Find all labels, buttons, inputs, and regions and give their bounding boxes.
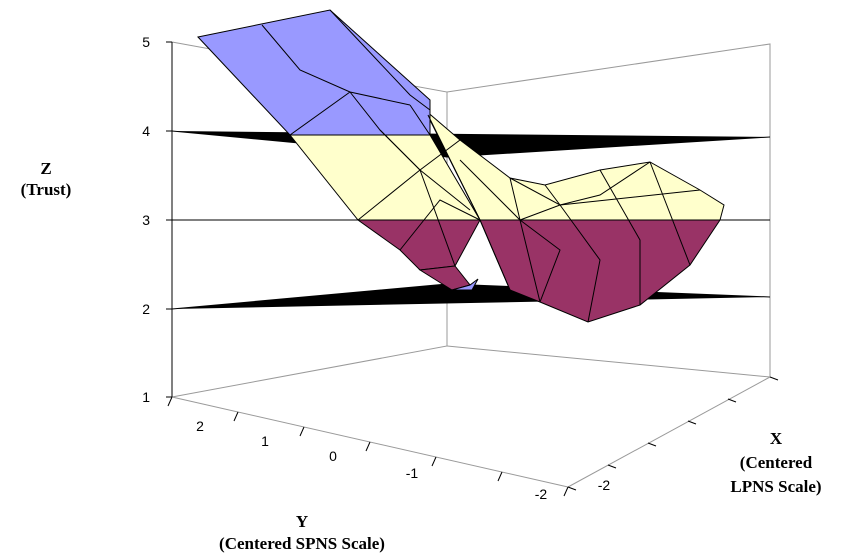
z-axis-ticks (166, 41, 172, 398)
y-tick-label: 2 (196, 418, 204, 434)
surface-patch (479, 219, 721, 323)
z-axis-title: (Trust) (21, 180, 72, 199)
z-tick-label: 3 (142, 212, 150, 228)
x-tick-label: -2 (598, 477, 611, 493)
surface-patch (356, 219, 481, 271)
y-tick-label: -1 (406, 465, 419, 481)
x-axis-title: X (770, 429, 783, 448)
surface-patch (197, 9, 431, 136)
z-tick-label: 5 (142, 34, 150, 50)
surface-patch (451, 278, 479, 291)
floor-right-edge (567, 376, 771, 488)
y-axis-title: Y (296, 512, 308, 531)
y-axis-ticks (167, 396, 569, 497)
surface-band-high (197, 9, 431, 136)
y-tick-label: -2 (535, 486, 548, 502)
y-axis-title: (Centered SPNS Scale) (219, 534, 385, 553)
right-wall-outline (446, 43, 771, 378)
x-axis-title: (Centered (740, 453, 813, 472)
z-tick-label: 1 (142, 389, 150, 405)
y-tick-label: 0 (329, 448, 337, 464)
z-tick-label: 4 (142, 123, 150, 139)
x-axis-ticks (567, 376, 779, 491)
surface-mesh (261, 9, 701, 323)
y-tick-label: 1 (261, 433, 269, 449)
x-axis-title: LPNS Scale) (730, 477, 821, 496)
z-tick-label: 2 (142, 301, 150, 317)
z-axis-title: Z (40, 159, 51, 178)
